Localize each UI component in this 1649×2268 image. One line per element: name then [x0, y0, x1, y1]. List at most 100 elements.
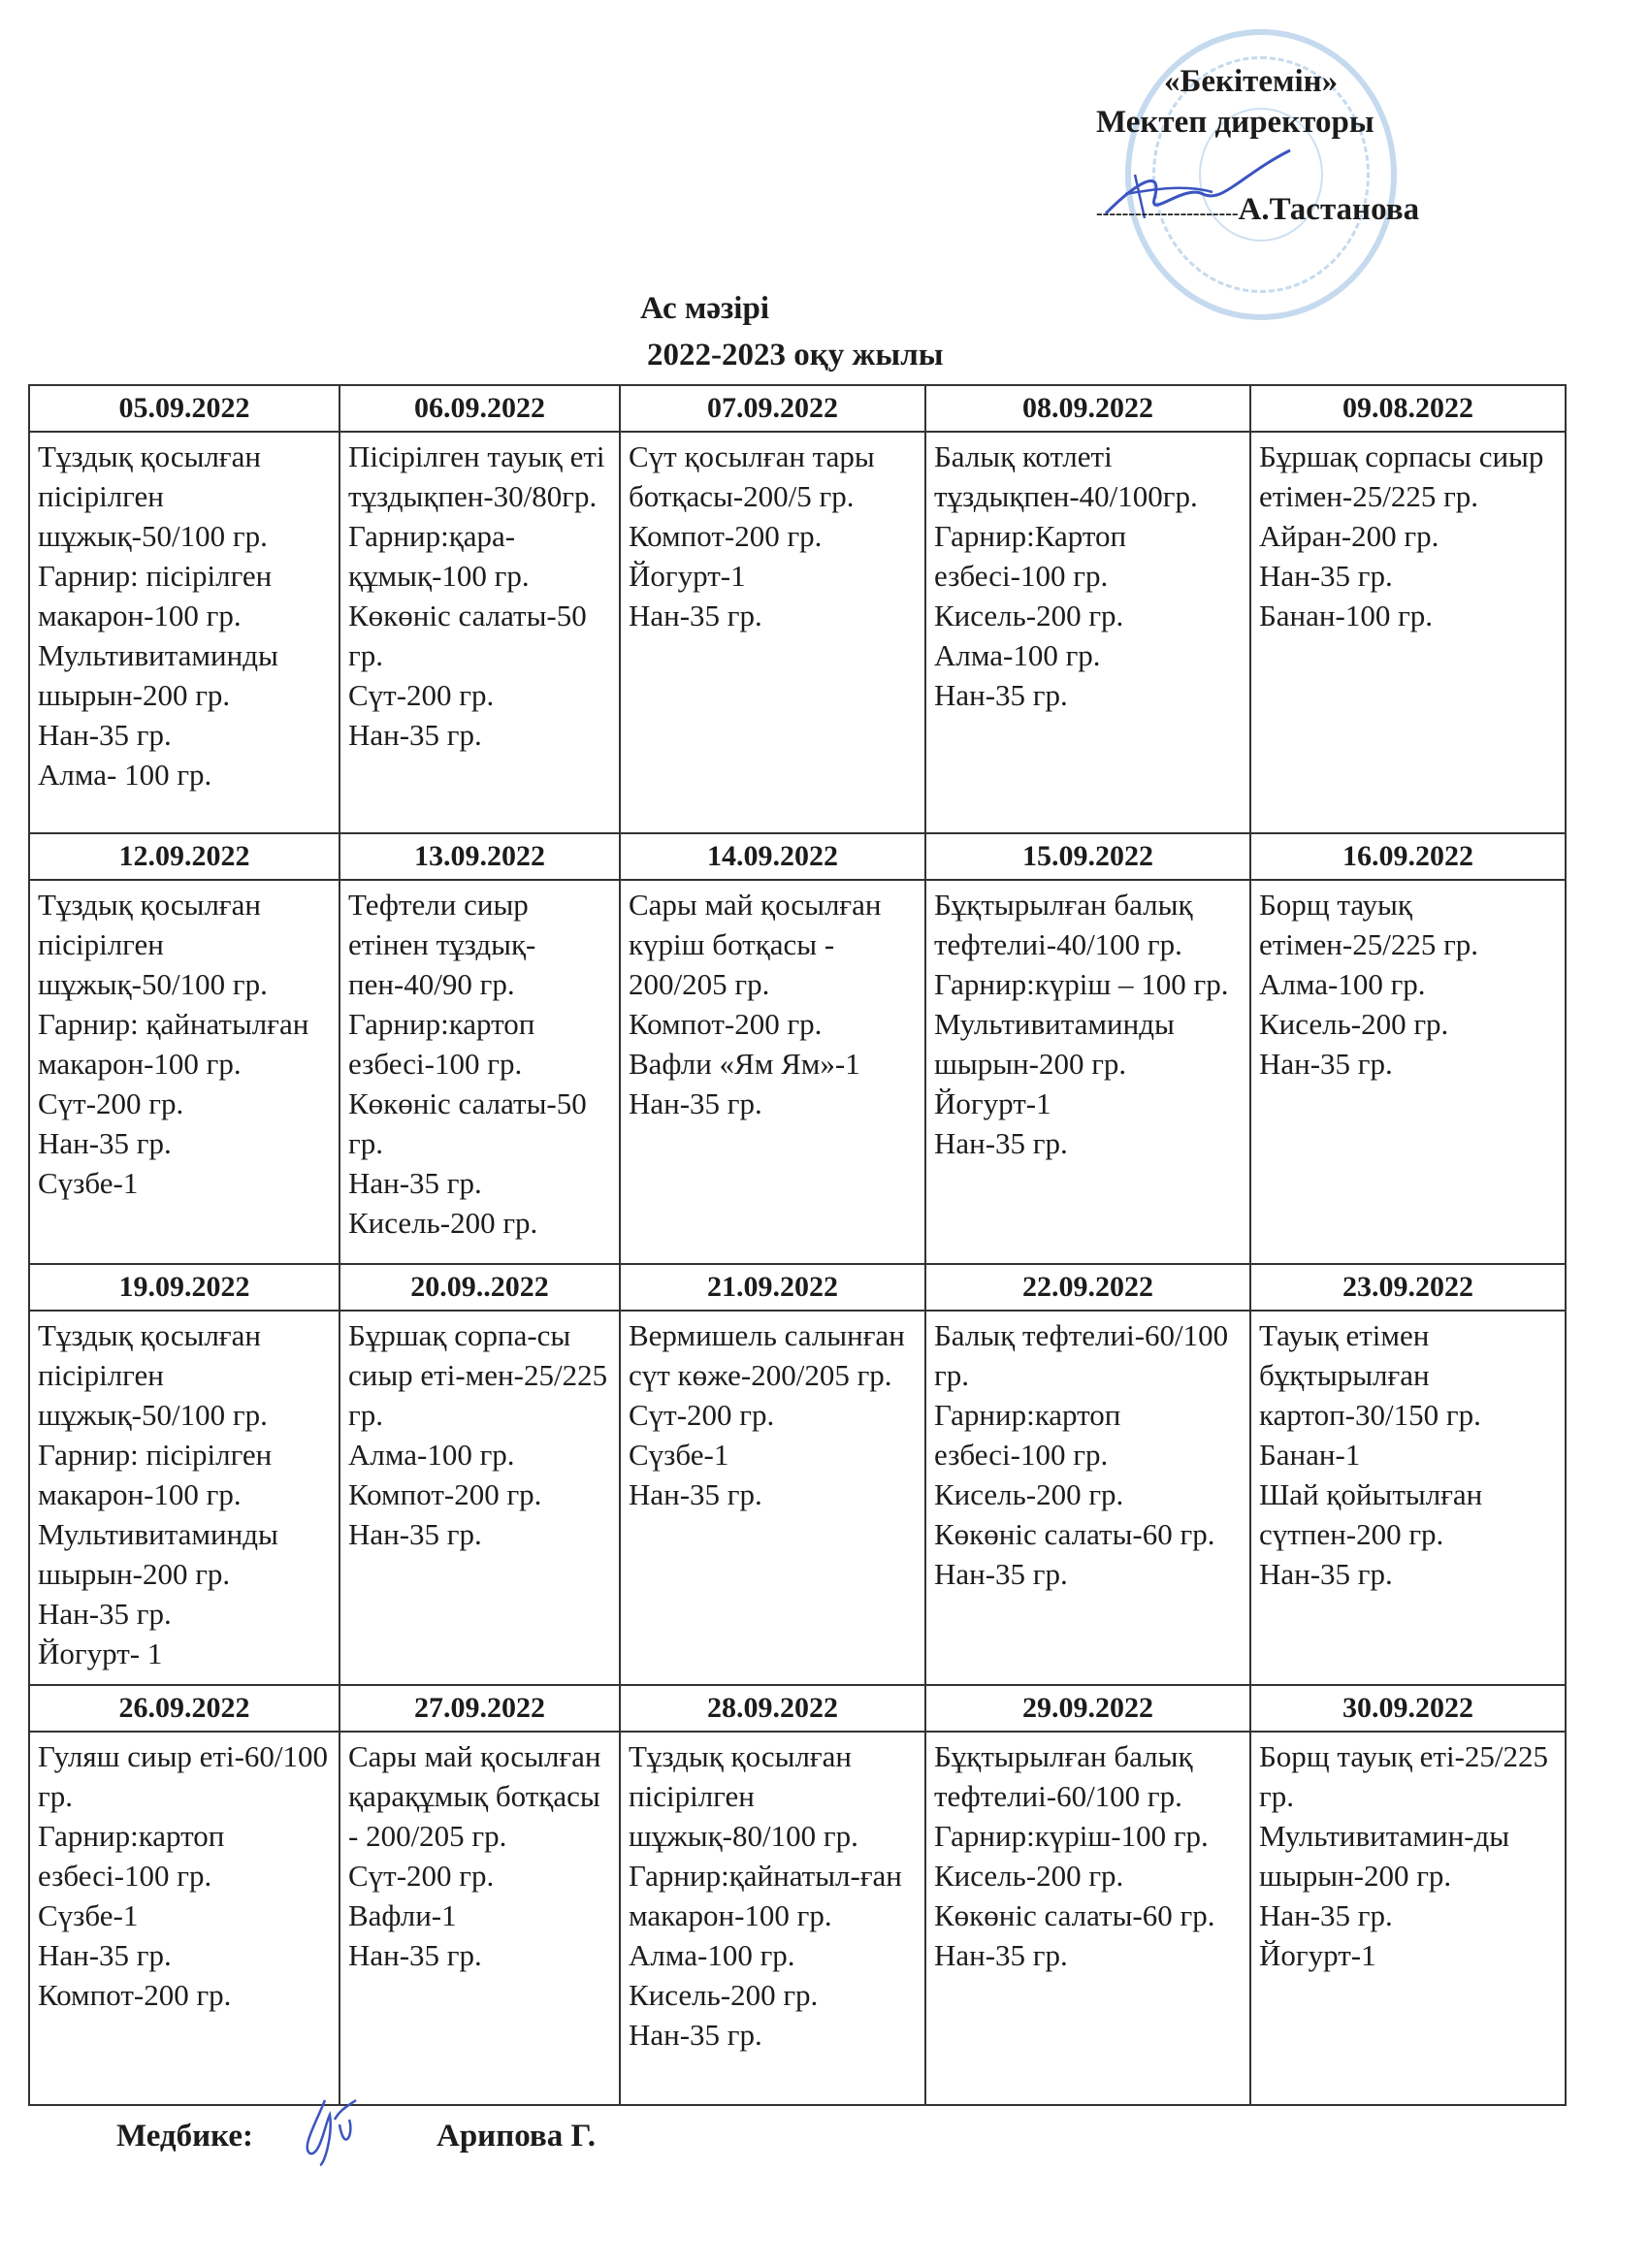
menu-item: Көкөніс салаты-60 гр.	[934, 1517, 1215, 1551]
menu-item: Компот-200 гр.	[629, 519, 823, 553]
menu-item: Мультивитаминды шырын-200 гр.	[38, 1517, 278, 1591]
menu-item: Бұқтырылған балық тефтелиі-60/100 гр.	[934, 1739, 1193, 1813]
date-cell: 05.09.2022	[28, 384, 340, 433]
menu-item: Бұршақ сорпасы сиыр етімен-25/225 гр.	[1259, 439, 1544, 513]
menu-item: Алма-100 гр.	[934, 638, 1101, 672]
menu-item: Балық тефтелиі-60/100 гр.	[934, 1318, 1229, 1392]
menu-item: Гарнир:картоп езбесі-100 гр.	[38, 1819, 225, 1893]
menu-item: Вермишель салынған сүт көже-200/205 гр.	[629, 1318, 905, 1392]
menu-table: 05.09.2022 06.09.2022 07.09.2022 08.09.2022…	[28, 384, 1567, 2106]
menu-item: Борщ тауық еті-25/225 гр.	[1259, 1739, 1549, 1813]
menu-item: Көкөніс салаты-60 гр.	[934, 1898, 1215, 1932]
menu-item: Кисель-200 гр.	[1259, 1007, 1449, 1041]
menu-cell: Сары май қосылған қарақұмық ботқасы - 20…	[339, 1731, 621, 2106]
date-cell: 27.09.2022	[339, 1684, 621, 1733]
menu-cell: Сүт қосылған тары ботқасы-200/5 гр. Компо…	[619, 431, 926, 834]
menu-cell: Борщ тауық етімен-25/225 гр. Алма-100 гр.…	[1249, 879, 1567, 1265]
menu-item: Пісірілген тауық еті тұздықпен-30/80гр.	[348, 439, 605, 513]
nurse-name: Арипова Г.	[436, 2119, 596, 2154]
menu-item: Сары май қосылған қарақұмық ботқасы - 20…	[348, 1739, 601, 1853]
menu-item: Нан-35 гр.	[934, 1126, 1068, 1160]
menu-cell: Бұқтырылған балық тефтелиі-60/100 гр. Гар…	[924, 1731, 1251, 2106]
menu-row: Тұздық қосылған пісірілген шұжық-50/100 …	[28, 879, 1567, 1265]
menu-item: Нан-35 гр.	[38, 718, 172, 752]
approve-label: «Бекітемін»	[1164, 64, 1339, 99]
menu-cell: Борщ тауық еті-25/225 гр. Мультивитамин-д…	[1249, 1731, 1567, 2106]
menu-row: Гуляш сиыр еті-60/100 гр. Гарнир:картоп е…	[28, 1731, 1567, 2106]
menu-item: Компот-200 гр.	[348, 1477, 542, 1511]
menu-item: Борщ тауық етімен-25/225 гр.	[1259, 888, 1479, 961]
menu-item: Нан-35 гр.	[1259, 1047, 1393, 1081]
menu-item: Гарнир:күріш-100 гр.	[934, 1819, 1209, 1853]
menu-item: Банан-1	[1259, 1438, 1361, 1472]
menu-item: Компот-200 гр.	[38, 1978, 232, 2012]
menu-item: Мультивитаминды шырын-200 гр.	[38, 638, 278, 712]
menu-item: Көкөніс салаты-50 гр.	[348, 1086, 587, 1160]
date-cell: 07.09.2022	[619, 384, 926, 433]
menu-item: Шай қойытылған сүтпен-200 гр.	[1259, 1477, 1483, 1551]
menu-cell: Пісірілген тауық еті тұздықпен-30/80гр. Г…	[339, 431, 621, 834]
menu-item: Гарнир:Картоп езбесі-100 гр.	[934, 519, 1127, 593]
menu-item: Алма-100 гр.	[629, 1938, 795, 1972]
menu-item: Гарнир: пісірілген макарон-100 гр.	[38, 1438, 273, 1511]
menu-item: Гарнир:қара-құмық-100 гр.	[348, 519, 530, 593]
menu-item: Нан-35 гр.	[934, 1938, 1068, 1972]
menu-item: Йогурт-1	[1259, 1938, 1376, 1972]
menu-item: Кисель-200 гр.	[934, 1477, 1124, 1511]
menu-item: Айран-200 гр.	[1259, 519, 1439, 553]
menu-item: Тұздық қосылған пісірілген шұжық-50/100 …	[38, 439, 268, 553]
menu-item: Кисель-200 гр.	[934, 1859, 1124, 1893]
page-title: Ас мәзірі	[640, 291, 769, 326]
menu-cell: Гуляш сиыр еті-60/100 гр. Гарнир:картоп е…	[28, 1731, 340, 2106]
menu-item: Алма-100 гр.	[1259, 967, 1426, 1001]
signature-line: ----------------------А.Тастанова	[1096, 192, 1419, 228]
menu-cell: Сары май қосылған күріш ботқасы - 200/20…	[619, 879, 926, 1265]
date-row: 19.09.2022 20.09..2022 21.09.2022 22.09.202…	[28, 1263, 1567, 1312]
menu-item: Сүт қосылған тары ботқасы-200/5 гр.	[629, 439, 875, 513]
menu-item: Алма-100 гр.	[348, 1438, 515, 1472]
menu-cell: Бұршақ сорпасы сиыр етімен-25/225 гр. Айр…	[1249, 431, 1567, 834]
menu-item: Нан-35 гр.	[629, 599, 762, 632]
menu-item: Нан-35 гр.	[38, 1126, 172, 1160]
menu-item: Сүт-200 гр.	[629, 1398, 775, 1432]
menu-item: Гарнир:картоп езбесі-100 гр.	[348, 1007, 535, 1081]
date-cell: 23.09.2022	[1249, 1263, 1567, 1312]
menu-item: Алма- 100 гр.	[38, 758, 212, 792]
menu-item: Нан-35 гр.	[348, 1517, 482, 1551]
menu-cell: Тұздық қосылған пісірілген шұжық-50/100 …	[28, 879, 340, 1265]
menu-item: Нан-35 гр.	[629, 2018, 762, 2052]
menu-item: Сүзбе-1	[629, 1438, 729, 1472]
date-row: 26.09.2022 27.09.2022 28.09.2022 29.09.2022…	[28, 1684, 1567, 1733]
menu-item: Кисель-200 гр.	[348, 1206, 538, 1240]
menu-item: Мультивитаминды шырын-200 гр.	[934, 1007, 1175, 1081]
date-row: 12.09.2022 13.09.2022 14.09.2022 15.09.2022…	[28, 832, 1567, 881]
menu-item: Нан-35 гр.	[1259, 1898, 1393, 1932]
date-cell: 08.09.2022	[924, 384, 1251, 433]
menu-item: Йогурт-1	[629, 559, 746, 593]
menu-cell: Тефтели сиыр етінен тұздық-пен-40/90 гр.…	[339, 879, 621, 1265]
director-signature-icon	[1104, 148, 1291, 219]
menu-item: Балық котлеті тұздықпен-40/100гр.	[934, 439, 1198, 513]
date-cell: 21.09.2022	[619, 1263, 926, 1312]
menu-row: Тұздық қосылған пісірілген шұжық-50/100 …	[28, 1310, 1567, 1686]
menu-item: Гарнир: пісірілген макарон-100 гр.	[38, 559, 273, 632]
date-cell: 19.09.2022	[28, 1263, 340, 1312]
date-cell: 15.09.2022	[924, 832, 1251, 881]
menu-item: Вафли «Ям Ям»-1	[629, 1047, 860, 1081]
menu-item: Гарнир:күріш – 100 гр.	[934, 967, 1229, 1001]
menu-item: Көкөніс салаты-50 гр.	[348, 599, 587, 672]
signature-dashes: ----------------------	[1096, 203, 1239, 224]
school-year: 2022-2023 оқу жылы	[647, 338, 944, 373]
menu-item: Вафли-1	[348, 1898, 457, 1932]
menu-cell: Тұздық қосылған пісірілген шұжық-50/100 …	[28, 431, 340, 834]
nurse-label: Медбике:	[116, 2119, 253, 2154]
menu-item: Нан-35 гр.	[38, 1597, 172, 1631]
menu-item: Гарнир:картоп езбесі-100 гр.	[934, 1398, 1121, 1472]
menu-item: Сары май қосылған күріш ботқасы - 200/20…	[629, 888, 882, 1001]
date-cell: 13.09.2022	[339, 832, 621, 881]
menu-cell: Тұздық қосылған пісірілген шұжық-50/100 …	[28, 1310, 340, 1686]
director-position: Мектеп директоры	[1096, 105, 1374, 140]
menu-item: Нан-35 гр.	[934, 1557, 1068, 1591]
menu-cell: Бұршақ сорпа-сы сиыр еті-мен-25/225 гр. А…	[339, 1310, 621, 1686]
menu-item: Нан-35 гр.	[38, 1938, 172, 1972]
